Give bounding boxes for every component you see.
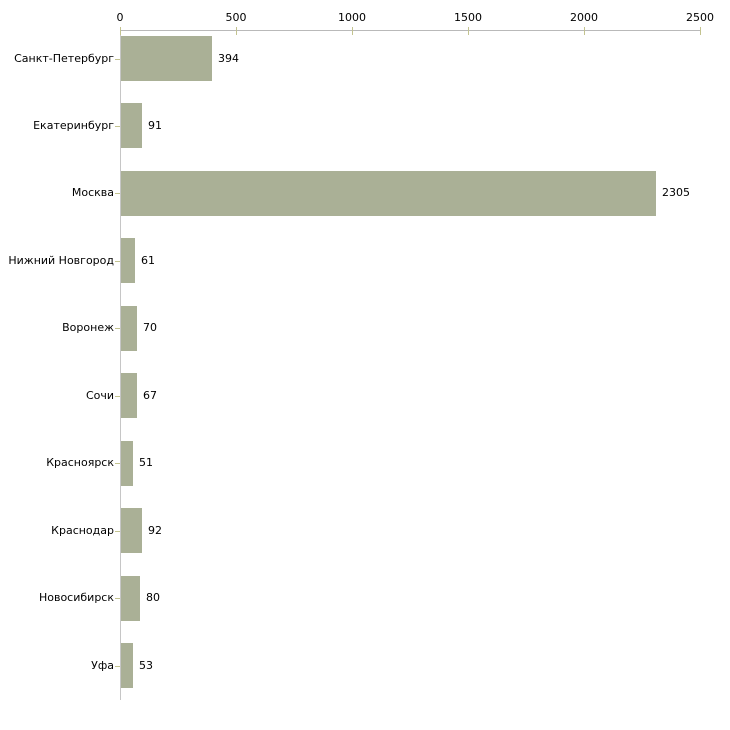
x-tick-label: 2500 bbox=[686, 11, 714, 24]
category-label: Санкт-Петербург bbox=[14, 51, 114, 65]
y-tick-mark bbox=[115, 260, 120, 262]
y-axis-line bbox=[120, 30, 121, 700]
y-tick-mark bbox=[115, 665, 120, 667]
x-tick-mark bbox=[120, 27, 121, 35]
x-tick-mark bbox=[468, 27, 469, 35]
x-tick-label: 0 bbox=[116, 11, 124, 24]
bar bbox=[121, 373, 137, 419]
category-label: Сочи bbox=[85, 388, 114, 402]
value-label: 2305 bbox=[662, 186, 690, 200]
value-label: 61 bbox=[141, 253, 155, 267]
category-label: Екатеринбург bbox=[33, 118, 114, 132]
bar bbox=[121, 103, 142, 149]
x-tick-mark bbox=[700, 27, 701, 35]
bar bbox=[121, 36, 212, 81]
x-tick-mark bbox=[584, 27, 585, 35]
category-label: Москва bbox=[71, 186, 114, 200]
category-label: Краснодар bbox=[51, 523, 114, 537]
bar bbox=[121, 305, 137, 351]
y-tick-mark bbox=[115, 463, 120, 465]
y-tick-mark bbox=[115, 395, 120, 397]
x-tick-mark bbox=[236, 27, 237, 35]
x-tick-mark bbox=[352, 27, 353, 35]
bar bbox=[121, 643, 133, 689]
x-tick-label: 1000 bbox=[338, 11, 366, 24]
category-label: Нижний Новгород bbox=[8, 253, 114, 267]
bar bbox=[121, 508, 142, 554]
bar bbox=[121, 575, 140, 621]
value-label: 67 bbox=[143, 388, 157, 402]
value-label: 51 bbox=[139, 456, 153, 470]
x-tick-label: 1500 bbox=[454, 11, 482, 24]
value-label: 92 bbox=[148, 523, 162, 537]
value-label: 53 bbox=[139, 658, 153, 672]
y-tick-mark bbox=[115, 193, 120, 195]
category-label: Уфа bbox=[91, 658, 114, 672]
y-tick-mark bbox=[115, 58, 120, 60]
category-label: Красноярск bbox=[46, 456, 114, 470]
x-axis-line bbox=[120, 30, 701, 31]
y-tick-mark bbox=[115, 125, 120, 127]
bar bbox=[121, 170, 656, 216]
category-label: Воронеж bbox=[62, 321, 114, 335]
bar bbox=[121, 440, 133, 486]
value-label: 80 bbox=[146, 591, 160, 605]
value-label: 91 bbox=[148, 118, 162, 132]
y-tick-mark bbox=[115, 530, 120, 532]
y-tick-mark bbox=[115, 598, 120, 600]
value-label: 70 bbox=[143, 321, 157, 335]
x-tick-label: 2000 bbox=[570, 11, 598, 24]
bar bbox=[121, 238, 135, 284]
x-tick-label: 500 bbox=[225, 11, 247, 24]
y-tick-mark bbox=[115, 328, 120, 330]
category-label: Новосибирск bbox=[38, 591, 114, 605]
value-label: 394 bbox=[218, 51, 239, 65]
